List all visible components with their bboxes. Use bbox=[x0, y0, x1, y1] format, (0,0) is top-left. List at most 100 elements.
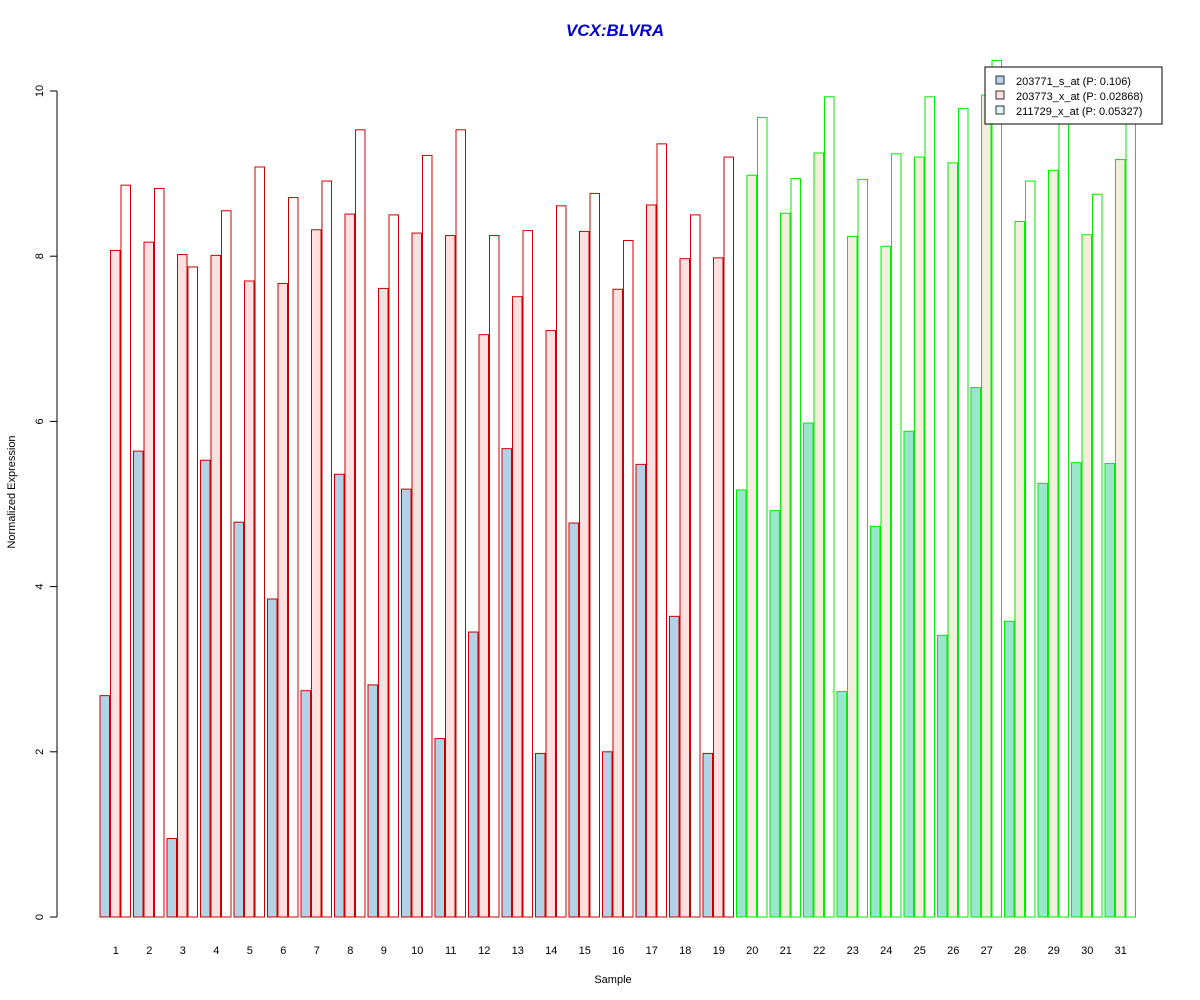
x-tick-label: 27 bbox=[981, 945, 993, 957]
x-tick-label: 22 bbox=[813, 945, 825, 957]
bar-series1-sample-4 bbox=[200, 459, 211, 918]
bar-series3-sample-9 bbox=[388, 214, 399, 918]
bar-series3-sample-23 bbox=[857, 178, 868, 918]
bar-series3-sample-28 bbox=[1025, 180, 1036, 918]
y-tick-label: 10 bbox=[34, 85, 46, 97]
bar-series2-sample-30 bbox=[1081, 234, 1092, 918]
bar-series1-sample-3 bbox=[166, 838, 177, 918]
bar-series1-sample-17 bbox=[635, 463, 646, 918]
bar-series2-sample-4 bbox=[210, 254, 221, 918]
bar-series2-sample-16 bbox=[612, 288, 623, 918]
bar-series1-sample-12 bbox=[468, 631, 479, 918]
bar-series3-sample-10 bbox=[422, 154, 433, 918]
bar-series2-sample-25 bbox=[914, 156, 925, 918]
x-tick-label: 21 bbox=[780, 945, 792, 957]
bar-series1-sample-19 bbox=[702, 752, 713, 918]
bar-series2-sample-2 bbox=[143, 241, 154, 918]
y-axis: 0 2 4 6 8 10 bbox=[34, 85, 58, 920]
bar-series2-sample-21 bbox=[780, 212, 791, 918]
x-tick-label: 8 bbox=[347, 945, 353, 957]
bar-series2-sample-7 bbox=[311, 229, 322, 918]
x-tick-label: 12 bbox=[478, 945, 490, 957]
bar-series3-sample-21 bbox=[790, 178, 801, 918]
bar-series1-sample-25 bbox=[903, 430, 914, 918]
x-tick-label: 11 bbox=[445, 945, 456, 957]
x-tick-label: 31 bbox=[1115, 945, 1127, 957]
bar-series3-sample-1 bbox=[120, 184, 131, 918]
legend-box bbox=[984, 66, 1163, 125]
bar-series1-sample-13 bbox=[501, 448, 512, 918]
bar-series1-sample-31 bbox=[1104, 463, 1115, 918]
bar-series2-sample-9 bbox=[378, 287, 389, 918]
bar-series3-sample-27 bbox=[991, 59, 1002, 918]
x-tick-label: 26 bbox=[947, 945, 959, 957]
y-tick-label: 6 bbox=[34, 418, 46, 424]
x-tick-label: 10 bbox=[411, 945, 423, 957]
bar-series3-sample-11 bbox=[455, 129, 466, 918]
x-tick-label: 16 bbox=[612, 945, 624, 957]
bar-series3-sample-3 bbox=[187, 266, 198, 918]
x-tick-label: 13 bbox=[512, 945, 524, 957]
bar-series2-sample-18 bbox=[679, 258, 690, 918]
legend-label-1: 203771_s_at (P: 0.106) bbox=[1016, 76, 1131, 88]
bar-series2-sample-10 bbox=[411, 232, 422, 918]
bar-series2-sample-28 bbox=[1014, 221, 1025, 918]
bar-series2-sample-22 bbox=[813, 152, 824, 918]
x-tick-label: 29 bbox=[1048, 945, 1060, 957]
bar-series2-sample-1 bbox=[110, 249, 121, 918]
bar-series3-sample-25 bbox=[924, 96, 935, 918]
bar-series3-sample-24 bbox=[891, 153, 902, 918]
bar-series1-sample-28 bbox=[1004, 620, 1015, 918]
bar-series1-sample-18 bbox=[669, 615, 680, 918]
legend-swatch-2 bbox=[995, 90, 1005, 100]
y-tick-label: 2 bbox=[34, 749, 46, 755]
bar-series1-sample-2 bbox=[133, 450, 144, 918]
x-tick-label: 19 bbox=[713, 945, 725, 957]
x-tick-label: 6 bbox=[280, 945, 286, 957]
bar-series1-sample-22 bbox=[803, 422, 814, 918]
bar-series1-sample-14 bbox=[535, 752, 546, 918]
bar-series3-sample-19 bbox=[723, 156, 734, 918]
bar-series3-sample-20 bbox=[757, 116, 768, 918]
bar-series3-sample-31 bbox=[1125, 119, 1136, 918]
bar-series1-sample-5 bbox=[233, 521, 244, 918]
bar-series2-sample-3 bbox=[177, 254, 188, 918]
legend-label-3: 211729_x_at (P: 0.05327) bbox=[1016, 106, 1142, 118]
bar-series2-sample-15 bbox=[579, 230, 590, 918]
bar-series2-sample-31 bbox=[1115, 159, 1126, 918]
bar-series3-sample-4 bbox=[221, 210, 232, 918]
legend-label-2: 203773_x_at (P: 0.02868) bbox=[1016, 91, 1143, 103]
bar-series1-sample-27 bbox=[970, 387, 981, 918]
bar-series2-sample-27 bbox=[981, 94, 992, 918]
bar-series3-sample-8 bbox=[355, 129, 366, 918]
bar-series1-sample-30 bbox=[1071, 462, 1082, 918]
bar-series1-sample-23 bbox=[836, 691, 847, 918]
bar-series2-sample-24 bbox=[880, 245, 891, 918]
bar-series1-sample-21 bbox=[769, 510, 780, 918]
bar-series1-sample-11 bbox=[434, 738, 445, 918]
x-tick-label: 4 bbox=[213, 945, 219, 957]
legend: 203771_s_at (P: 0.106) 203773_x_at (P: 0… bbox=[984, 66, 1163, 125]
x-tick-label: 18 bbox=[679, 945, 691, 957]
bar-series2-sample-17 bbox=[646, 204, 657, 918]
y-tick-label: 8 bbox=[34, 253, 46, 259]
bar-series3-sample-2 bbox=[154, 187, 165, 918]
x-tick-label: 17 bbox=[646, 945, 658, 957]
bar-series3-sample-29 bbox=[1058, 119, 1069, 918]
bar-series3-sample-12 bbox=[489, 235, 500, 918]
bar-series2-sample-20 bbox=[746, 174, 757, 918]
x-tick-label: 3 bbox=[180, 945, 186, 957]
x-tick-label: 15 bbox=[579, 945, 591, 957]
x-tick-label: 24 bbox=[880, 945, 892, 957]
bar-series3-sample-13 bbox=[522, 230, 533, 918]
bar-series1-sample-24 bbox=[870, 525, 881, 918]
bar-series2-sample-12 bbox=[478, 334, 489, 918]
bar-series3-sample-7 bbox=[321, 180, 332, 918]
x-tick-labels: 1 2 3 4 5 6 7 8 9 10 11 12 13 14 15 16 17 18 19 20 21 22 23 24 2… bbox=[113, 945, 1127, 957]
bar-series1-sample-15 bbox=[568, 522, 579, 918]
bars-group bbox=[99, 59, 1136, 918]
bar-series3-sample-5 bbox=[254, 166, 265, 918]
bar-series2-sample-14 bbox=[545, 330, 556, 918]
